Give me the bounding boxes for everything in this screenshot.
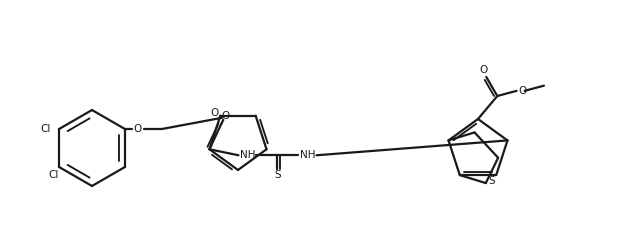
Text: NH: NH [240, 150, 255, 160]
Text: Cl: Cl [40, 124, 50, 134]
Text: O: O [221, 111, 229, 121]
Text: NH: NH [300, 150, 315, 160]
Text: O: O [210, 108, 219, 118]
Text: Cl: Cl [48, 170, 58, 180]
Text: S: S [488, 176, 494, 186]
Text: O: O [519, 86, 527, 96]
Text: S: S [274, 170, 281, 180]
Text: O: O [133, 124, 142, 134]
Text: O: O [479, 65, 488, 75]
